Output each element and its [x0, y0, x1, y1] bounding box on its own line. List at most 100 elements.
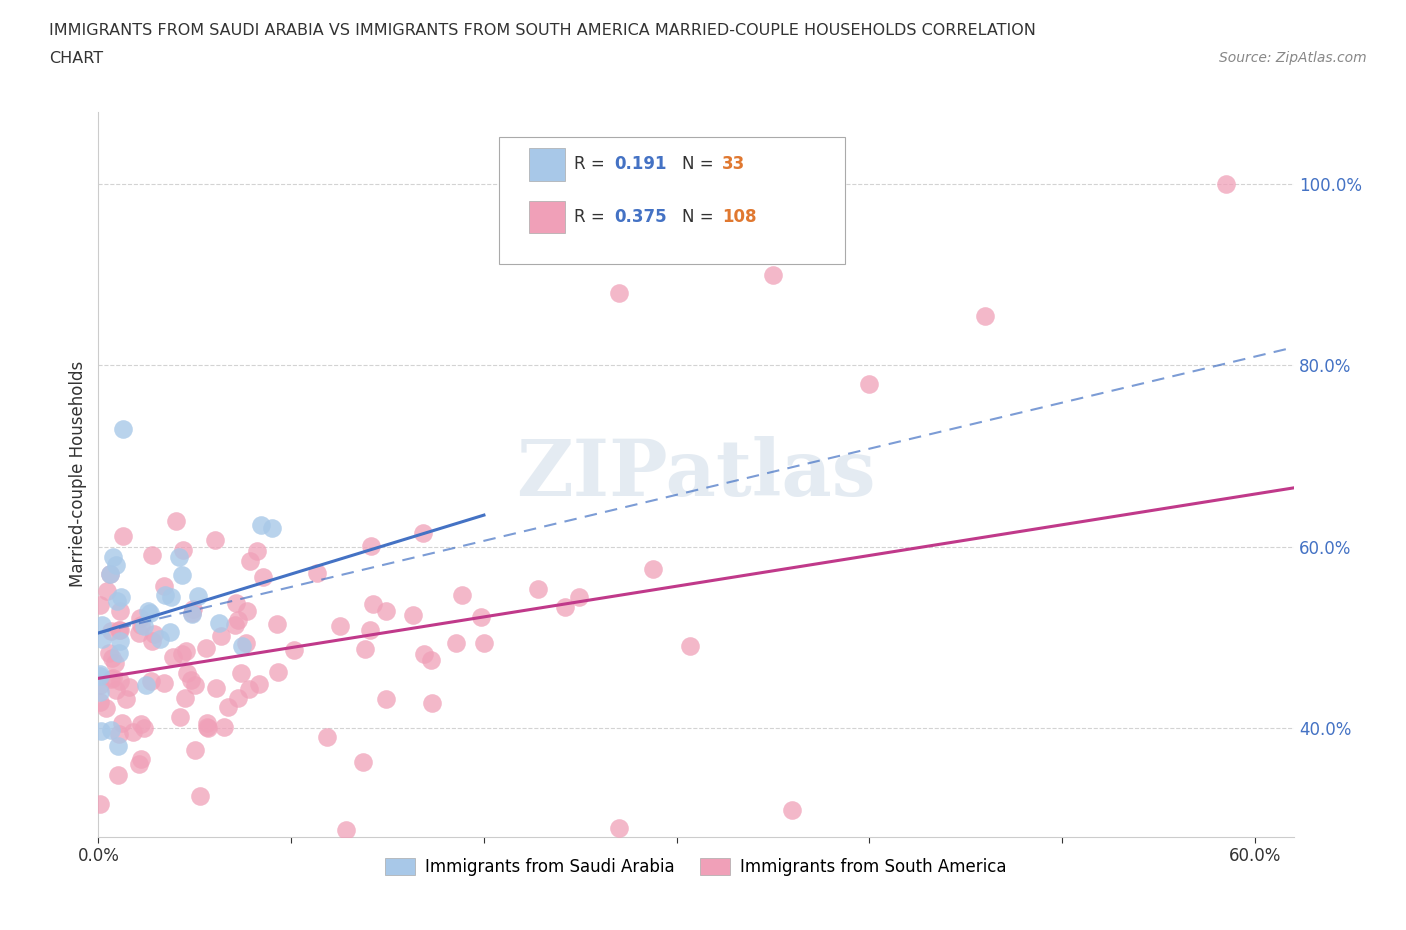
- Point: [108, 726, 131, 741]
- Point: [252, 569, 274, 584]
- Point: [188, 789, 211, 804]
- Point: [183, 678, 205, 693]
- Point: [238, 682, 260, 697]
- Point: [231, 639, 253, 654]
- Point: [103, 671, 125, 685]
- Y-axis label: Married-couple Households: Married-couple Households: [69, 361, 87, 588]
- Point: [174, 643, 197, 658]
- Point: [128, 756, 150, 771]
- Text: 0.191: 0.191: [614, 154, 668, 173]
- Point: [212, 720, 235, 735]
- Point: [89, 669, 111, 684]
- Point: [142, 627, 165, 642]
- Point: [451, 588, 474, 603]
- Point: [172, 568, 194, 583]
- Text: N =: N =: [682, 154, 713, 173]
- Point: [329, 619, 352, 634]
- Point: [413, 646, 436, 661]
- Point: [108, 673, 131, 688]
- Text: Source: ZipAtlas.com: Source: ZipAtlas.com: [1219, 51, 1367, 65]
- Point: [641, 562, 664, 577]
- Point: [470, 610, 492, 625]
- Point: [94, 700, 117, 715]
- Point: [250, 517, 273, 532]
- Point: [283, 643, 305, 658]
- Point: [108, 645, 131, 660]
- Point: [89, 597, 111, 612]
- Point: [91, 632, 114, 647]
- Point: [89, 796, 111, 811]
- Point: [172, 542, 194, 557]
- Bar: [529, 201, 565, 233]
- Point: [105, 683, 128, 698]
- Point: [136, 604, 159, 618]
- Point: [100, 723, 122, 737]
- Point: [128, 626, 150, 641]
- Text: N =: N =: [682, 207, 713, 226]
- Point: [108, 604, 131, 618]
- Point: [172, 646, 194, 661]
- Point: [205, 681, 228, 696]
- Point: [153, 588, 176, 603]
- Point: [266, 617, 288, 631]
- Point: [112, 421, 135, 436]
- Text: R =: R =: [574, 154, 605, 173]
- Point: [375, 604, 398, 618]
- Point: [226, 612, 249, 627]
- Point: [181, 602, 204, 617]
- Point: [108, 622, 131, 637]
- Point: [100, 624, 122, 639]
- Point: [104, 656, 127, 671]
- Point: [132, 618, 155, 633]
- Point: [101, 550, 124, 565]
- Point: [89, 684, 111, 699]
- Point: [132, 720, 155, 735]
- Point: [153, 676, 176, 691]
- Point: [235, 635, 257, 650]
- Point: [209, 629, 232, 644]
- Point: [139, 605, 162, 620]
- Point: [307, 565, 329, 580]
- Point: [107, 738, 129, 753]
- Text: R =: R =: [574, 207, 605, 226]
- Point: [173, 691, 195, 706]
- Point: [782, 803, 804, 817]
- Point: [152, 578, 174, 593]
- Point: [679, 639, 702, 654]
- Point: [858, 377, 880, 392]
- Point: [89, 678, 111, 693]
- Point: [104, 558, 127, 573]
- Point: [108, 622, 131, 637]
- Point: [260, 520, 283, 535]
- Text: 108: 108: [723, 207, 756, 226]
- Point: [335, 822, 357, 837]
- Point: [90, 724, 112, 738]
- Point: [129, 717, 152, 732]
- Point: [204, 533, 226, 548]
- Text: 33: 33: [723, 154, 745, 173]
- Point: [187, 589, 209, 604]
- Point: [239, 553, 262, 568]
- Point: [135, 678, 157, 693]
- Point: [472, 635, 495, 650]
- Point: [444, 636, 467, 651]
- Point: [246, 543, 269, 558]
- Point: [527, 582, 550, 597]
- Point: [316, 729, 339, 744]
- Point: [169, 710, 191, 724]
- Point: [354, 642, 377, 657]
- Point: [162, 649, 184, 664]
- Point: [402, 607, 425, 622]
- Point: [607, 286, 630, 300]
- Point: [1215, 177, 1237, 192]
- Bar: [529, 148, 565, 180]
- Point: [108, 633, 131, 648]
- Point: [100, 671, 122, 686]
- Point: [98, 566, 121, 581]
- Point: [129, 751, 152, 766]
- Point: [607, 820, 630, 835]
- Point: [353, 755, 375, 770]
- Point: [360, 538, 382, 553]
- Point: [419, 652, 441, 667]
- Point: [149, 632, 172, 647]
